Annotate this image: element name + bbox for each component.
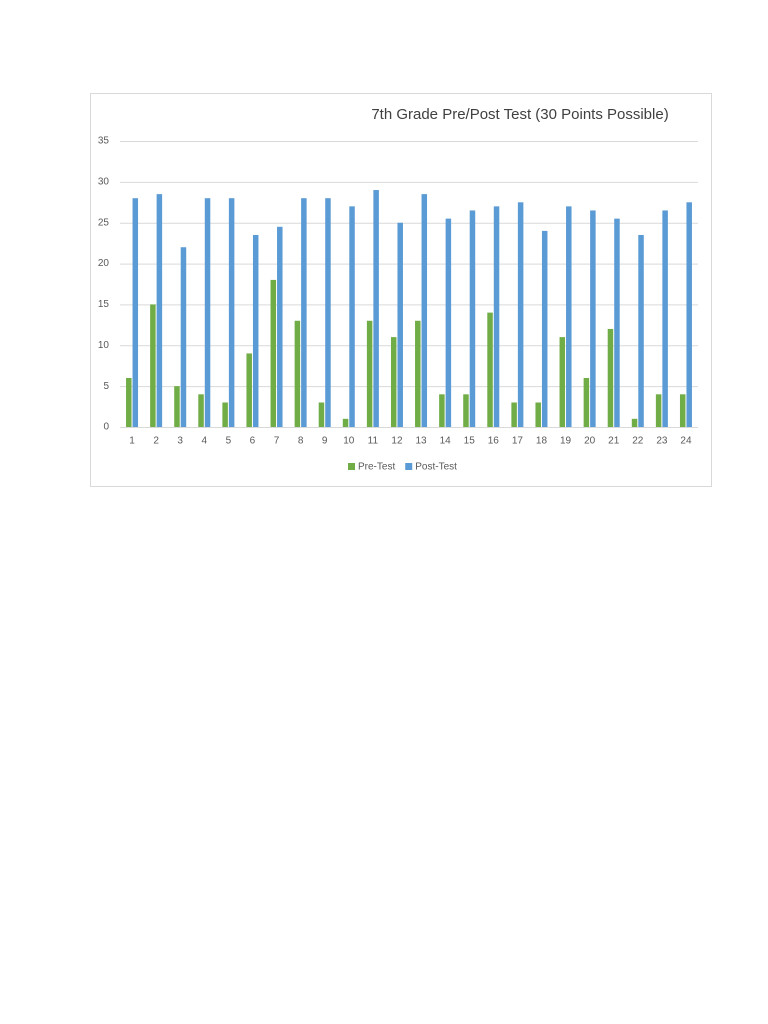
- x-tick-label: 14: [440, 436, 452, 447]
- bar: [415, 320, 421, 427]
- y-tick-label: 35: [98, 136, 110, 147]
- bar: [493, 206, 500, 427]
- bar: [655, 394, 662, 427]
- chart-title: 7th Grade Pre/Post Test (30 Points Possi…: [371, 106, 668, 123]
- x-tick-label: 15: [464, 436, 476, 447]
- bar: [559, 337, 566, 427]
- bar: [246, 353, 252, 427]
- bar: [439, 394, 445, 427]
- x-tick-label: 16: [488, 436, 500, 447]
- bar: [228, 198, 235, 427]
- x-tick-label: 23: [656, 436, 668, 447]
- y-tick-label: 0: [103, 422, 109, 433]
- bar: [150, 304, 156, 427]
- legend-swatch: [405, 463, 413, 470]
- bar: [487, 312, 493, 427]
- bar: [349, 206, 355, 427]
- bar: [469, 210, 476, 427]
- bar: [294, 320, 301, 427]
- x-tick-label: 1: [129, 436, 135, 447]
- bar: [318, 402, 325, 427]
- bar: [607, 328, 614, 427]
- bar: [445, 218, 452, 427]
- y-tick-label: 15: [98, 299, 110, 310]
- bar: [366, 320, 373, 427]
- x-tick-label: 6: [250, 436, 256, 447]
- x-tick-label: 11: [368, 436, 379, 447]
- bar: [174, 386, 180, 427]
- x-tick-label: 2: [153, 436, 159, 447]
- x-tick-label: 17: [512, 436, 524, 447]
- bar: [325, 198, 331, 427]
- bar: [222, 402, 228, 427]
- bar: [463, 394, 469, 427]
- legend-label: Pre-Test: [358, 462, 395, 473]
- bar: [390, 337, 397, 427]
- x-tick-label: 9: [322, 436, 328, 447]
- bar: [397, 222, 403, 427]
- bar: [342, 418, 349, 427]
- bar: [270, 279, 277, 427]
- bar: [126, 377, 132, 427]
- x-tick-label: 18: [536, 436, 548, 447]
- x-tick-label: 20: [584, 436, 596, 447]
- bar: [638, 234, 644, 427]
- x-tick-label: 7: [274, 436, 280, 447]
- legend-swatch: [348, 463, 355, 470]
- bar: [198, 394, 204, 427]
- x-tick-label: 10: [343, 436, 355, 447]
- x-tick-label: 5: [226, 436, 232, 447]
- bar: [373, 190, 379, 427]
- bar: [132, 198, 139, 427]
- x-tick-label: 13: [415, 436, 427, 447]
- x-tick-label: 21: [608, 436, 620, 447]
- y-tick-label: 20: [98, 258, 110, 269]
- bar: [686, 202, 692, 427]
- bar: [535, 402, 541, 427]
- bar: [662, 210, 668, 427]
- x-tick-label: 3: [177, 436, 183, 447]
- x-tick-label: 22: [632, 436, 644, 447]
- bar: [590, 210, 596, 427]
- bar: [566, 206, 572, 427]
- bar: [614, 218, 620, 427]
- x-tick-label: 19: [560, 436, 572, 447]
- x-tick-label: 12: [391, 436, 403, 447]
- bar: [511, 402, 517, 427]
- y-tick-label: 10: [98, 340, 110, 351]
- bar: [252, 234, 259, 427]
- bar: [679, 394, 686, 427]
- x-tick-label: 24: [680, 436, 692, 447]
- bar: [541, 230, 548, 427]
- bar: [277, 226, 283, 427]
- bar: [180, 247, 187, 427]
- legend-label: Post-Test: [415, 462, 457, 473]
- bar: [517, 202, 524, 427]
- y-tick-label: 5: [103, 381, 109, 392]
- bar: [421, 194, 428, 427]
- x-tick-label: 8: [298, 436, 304, 447]
- bar: [156, 194, 163, 427]
- bar: [631, 418, 638, 427]
- x-tick-label: 4: [202, 436, 208, 447]
- y-tick-label: 30: [98, 176, 110, 187]
- bar: [583, 377, 590, 427]
- y-tick-label: 25: [98, 217, 110, 228]
- bar: [301, 198, 307, 427]
- bar: [204, 198, 211, 427]
